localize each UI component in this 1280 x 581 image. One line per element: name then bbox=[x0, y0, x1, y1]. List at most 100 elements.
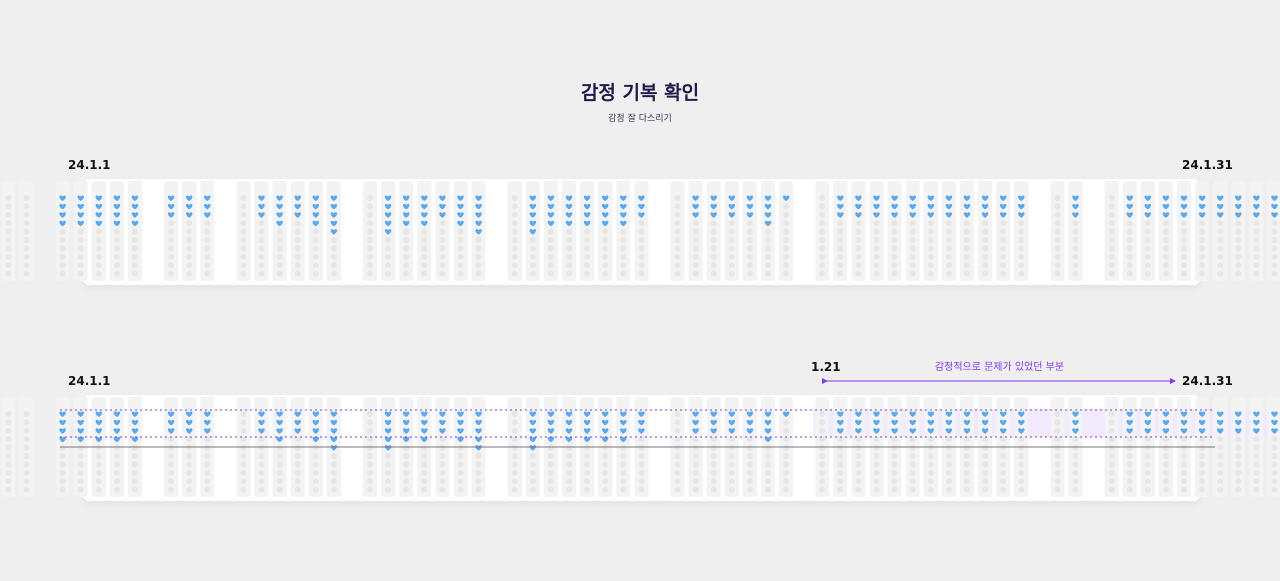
empty-slot bbox=[982, 461, 989, 468]
empty-slot bbox=[837, 220, 844, 227]
heart-icon bbox=[891, 212, 898, 218]
empty-slot bbox=[1217, 262, 1224, 269]
empty-slot bbox=[638, 228, 645, 235]
empty-slot bbox=[620, 469, 627, 476]
heart-icon bbox=[330, 419, 338, 426]
empty-slot bbox=[873, 220, 880, 227]
empty-slot bbox=[674, 486, 681, 493]
empty-slot bbox=[1271, 262, 1278, 269]
empty-slot bbox=[927, 262, 934, 269]
heart-icon bbox=[620, 195, 627, 202]
heart-icon bbox=[59, 436, 66, 443]
empty-slot bbox=[1072, 245, 1079, 252]
empty-slot bbox=[77, 270, 84, 277]
empty-slot bbox=[367, 220, 373, 227]
empty-slot bbox=[945, 469, 952, 476]
heart-icon bbox=[131, 428, 139, 434]
heart-icon bbox=[601, 220, 609, 227]
empty-slot bbox=[1199, 262, 1206, 269]
empty-slot bbox=[367, 461, 373, 468]
heart-icon bbox=[475, 436, 482, 443]
empty-slot bbox=[330, 453, 337, 459]
empty-slot bbox=[1126, 245, 1133, 252]
page-title: 감정 기복 확인 bbox=[580, 82, 700, 104]
heart-icon bbox=[1253, 428, 1260, 434]
heart-icon bbox=[384, 212, 392, 218]
heart-icon bbox=[746, 203, 754, 210]
empty-slot bbox=[1235, 245, 1242, 252]
empty-slot bbox=[783, 211, 790, 218]
heart-icon bbox=[601, 212, 609, 218]
empty-slot bbox=[132, 253, 138, 260]
empty-slot bbox=[1162, 228, 1169, 235]
empty-slot bbox=[1144, 262, 1151, 269]
heart-icon bbox=[601, 203, 609, 210]
heart-icon bbox=[276, 411, 283, 418]
empty-slot bbox=[511, 203, 518, 210]
empty-slot bbox=[1199, 436, 1206, 443]
empty-slot bbox=[95, 262, 102, 269]
heart-icon bbox=[204, 411, 211, 418]
empty-slot bbox=[529, 453, 536, 459]
empty-slot bbox=[1126, 228, 1133, 235]
empty-slot bbox=[421, 469, 428, 476]
empty-slot bbox=[529, 478, 536, 485]
empty-slot bbox=[1072, 237, 1079, 243]
empty-slot bbox=[1108, 211, 1115, 218]
empty-slot bbox=[819, 469, 826, 476]
empty-slot bbox=[692, 253, 699, 260]
empty-slot bbox=[1181, 220, 1187, 227]
empty-slot bbox=[1072, 469, 1079, 476]
empty-slot bbox=[1000, 453, 1007, 459]
empty-slot bbox=[927, 253, 934, 260]
empty-slot bbox=[113, 262, 120, 269]
heart-icon bbox=[402, 220, 410, 227]
empty-slot bbox=[602, 245, 609, 252]
empty-slot bbox=[312, 444, 319, 451]
empty-slot bbox=[439, 469, 446, 476]
empty-slot bbox=[1144, 461, 1151, 468]
heart-icon bbox=[999, 411, 1007, 418]
heart-icon bbox=[131, 419, 139, 426]
heart-icon bbox=[1198, 203, 1206, 210]
heart-icon bbox=[529, 195, 537, 202]
empty-slot bbox=[964, 245, 970, 252]
heart-icon bbox=[1144, 203, 1152, 210]
empty-slot bbox=[1235, 444, 1242, 451]
empty-slot bbox=[891, 453, 898, 459]
empty-slot bbox=[168, 486, 175, 493]
empty-slot bbox=[1000, 253, 1007, 260]
empty-slot bbox=[1126, 453, 1133, 459]
empty-slot bbox=[566, 245, 572, 252]
empty-slot bbox=[547, 478, 554, 485]
empty-slot bbox=[1271, 478, 1278, 485]
empty-slot bbox=[1181, 478, 1187, 485]
heart-icon bbox=[1235, 195, 1242, 202]
empty-slot bbox=[258, 270, 265, 277]
empty-slot bbox=[457, 237, 464, 243]
empty-slot bbox=[1199, 253, 1206, 260]
empty-slot bbox=[1253, 270, 1260, 277]
empty-slot bbox=[855, 478, 862, 485]
heart-icon bbox=[330, 428, 338, 434]
empty-slot bbox=[312, 228, 319, 235]
heart-icon bbox=[167, 411, 175, 418]
empty-slot bbox=[783, 469, 790, 476]
empty-slot bbox=[294, 486, 301, 493]
empty-slot bbox=[439, 478, 446, 485]
heart-icon bbox=[1126, 212, 1133, 218]
empty-slot bbox=[602, 237, 609, 243]
empty-slot bbox=[1144, 270, 1151, 277]
heart-icon bbox=[855, 428, 862, 434]
empty-slot bbox=[765, 228, 771, 235]
heart-icon bbox=[999, 428, 1007, 434]
empty-slot bbox=[674, 228, 681, 235]
empty-slot bbox=[5, 419, 12, 426]
empty-slot bbox=[439, 228, 446, 235]
empty-slot bbox=[439, 461, 446, 468]
empty-slot bbox=[312, 486, 319, 493]
heart-icon bbox=[529, 229, 537, 235]
heart-icon bbox=[909, 212, 916, 218]
empty-slot bbox=[873, 469, 880, 476]
heart-icon bbox=[1180, 428, 1188, 434]
